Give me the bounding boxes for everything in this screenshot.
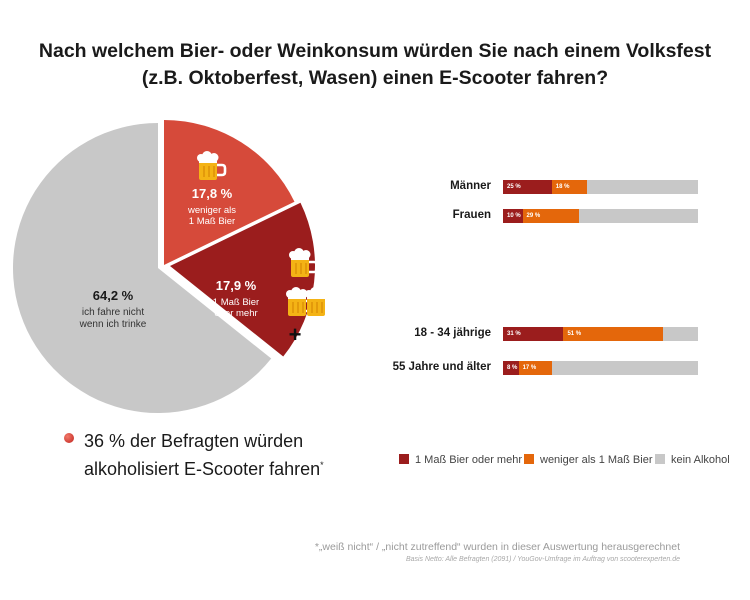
slice-3-desc-1: ich fahre nicht xyxy=(82,307,144,318)
summary-statement: 36 % der Befragten würden alkoholisiert … xyxy=(64,429,324,481)
bar-segment-frauen-1-mass: 10 % xyxy=(503,209,523,223)
summary-line-1: 36 % der Befragten würden xyxy=(84,431,304,451)
bar-segment-label: 31 % xyxy=(507,331,521,337)
pie-slice-1-mass-oder-mehr xyxy=(170,202,315,357)
legend-label: kein Alkohol xyxy=(671,454,730,466)
bar-row-maenner: 25 % 18 % xyxy=(503,180,698,194)
legend-swatch xyxy=(655,454,665,464)
bar-row-55-plus: 8 % 17 % xyxy=(503,361,698,375)
bar-row-label-55-plus: 55 Jahre und älter xyxy=(392,361,491,373)
footnote-mark: * xyxy=(314,541,319,553)
slice-1-desc-2: 1 Maß Bier xyxy=(189,216,235,227)
bar-segment-label: 25 % xyxy=(507,184,521,190)
plus-sign: + xyxy=(289,322,302,347)
bar-segment-18-34-weniger: 51 % xyxy=(563,327,663,341)
bar-segment-maenner-weniger: 18 % xyxy=(551,180,587,194)
bar-segment-label: 18 % xyxy=(555,184,570,190)
bar-row-label-18-34: 18 - 34 jährige xyxy=(414,327,491,339)
chart-title: Nach welchem Bier- oder Weinkonsum würde… xyxy=(0,38,750,92)
slice-1-desc-1: weniger als xyxy=(187,205,236,216)
bar-row-frauen: 10 % 29 % xyxy=(503,209,698,223)
legend-swatch xyxy=(399,454,409,464)
summary-footnote-mark: * xyxy=(320,460,324,470)
legend-item-kein-alkohol: kein Alkohol xyxy=(655,454,730,466)
bullet-dot-icon xyxy=(64,433,74,443)
pie-slice-weniger-als-1-mass xyxy=(164,120,295,265)
slice-3-value: 64,2 % xyxy=(93,288,134,303)
bar-segment-frauen-weniger: 29 % xyxy=(522,209,580,223)
bar-segment-55-plus-1-mass: 8 % xyxy=(503,361,519,375)
legend-item-1-mass: 1 Maß Bier oder mehr xyxy=(399,454,522,466)
footnote: *„weiß nicht“ / „nicht zutreffend“ wurde… xyxy=(315,541,680,553)
bar-row-18-34: 31 % 51 % xyxy=(503,327,698,341)
legend-label: weniger als 1 Maß Bier xyxy=(540,454,653,466)
slice-1-value: 17,8 % xyxy=(192,186,233,201)
slice-2-desc-1: 1 Maß Bier xyxy=(213,297,259,308)
slice-3-desc-2: wenn ich trinke xyxy=(79,319,147,330)
slice-2-desc-2: oder mehr xyxy=(214,308,257,319)
bar-segment-55-plus-weniger: 17 % xyxy=(518,361,552,375)
bar-segment-18-34-1-mass: 31 % xyxy=(503,327,564,341)
summary-line-2-wrap: alkoholisiert E-Scooter fahren* xyxy=(84,453,324,481)
bar-segment-maenner-1-mass: 25 % xyxy=(503,180,552,194)
beer-mugs-icon xyxy=(286,248,335,316)
footnote-text: „weiß nicht“ / „nicht zutreffend“ wurden… xyxy=(318,541,680,553)
beer-mug-icon xyxy=(197,151,227,180)
legend-label: 1 Maß Bier oder mehr xyxy=(415,454,522,466)
bar-segment-label: 51 % xyxy=(567,331,582,337)
pie-slice-ich-fahre-nicht xyxy=(12,122,272,414)
legend-swatch xyxy=(524,454,534,464)
bar-segment-label: 8 % xyxy=(507,365,518,371)
bar-row-label-maenner: Männer xyxy=(450,180,491,192)
chart-title-line-2: (z.B. Oktoberfest, Wasen) einen E-Scoote… xyxy=(141,67,609,89)
source-note: Basis Netto: Alle Befragten (2091) / You… xyxy=(405,556,680,563)
bar-segment-label: 29 % xyxy=(526,213,541,219)
bar-segment-label: 10 % xyxy=(507,213,521,219)
summary-line-2: alkoholisiert E-Scooter fahren xyxy=(84,459,321,479)
slice-2-value: 17,9 % xyxy=(216,278,257,293)
legend-item-weniger: weniger als 1 Maß Bier xyxy=(524,454,653,466)
chart-title-line-1: Nach welchem Bier- oder Weinkonsum würde… xyxy=(38,40,712,62)
bar-segment-label: 17 % xyxy=(522,365,537,371)
bar-row-label-frauen: Frauen xyxy=(452,209,491,221)
